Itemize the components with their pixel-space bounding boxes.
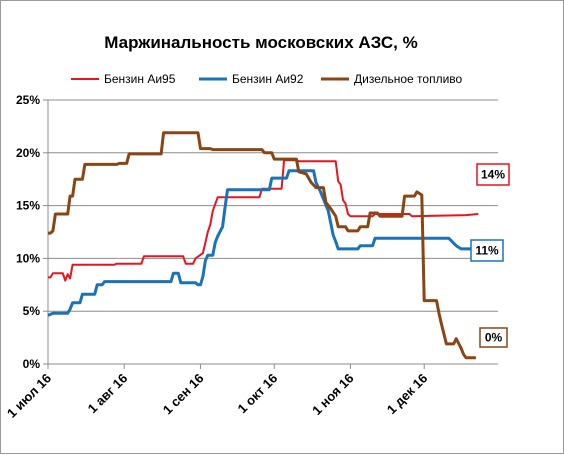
y-tick-label: 5% (23, 304, 41, 318)
y-tick-label: 25% (16, 93, 40, 107)
callout-diesel-label: 0% (485, 331, 503, 345)
y-tick-label: 15% (16, 199, 40, 213)
callout-diesel-box (479, 327, 508, 348)
y-tick-label: 20% (16, 146, 40, 160)
callout-ai95-label: 14% (481, 168, 505, 182)
axes (47, 100, 498, 365)
legend: Бензин Аи95 Бензин Аи92 Дизельное топлив… (71, 72, 463, 86)
callout-ai92-label: 11% (475, 244, 499, 258)
callouts: 14% 11% 0% (470, 163, 510, 348)
chart-title: Маржинальность московских АЗС, % (104, 33, 417, 52)
x-tick-label: 1 авг 16 (85, 371, 131, 417)
x-tick-label: 1 дек 16 (384, 371, 431, 418)
x-axis-ticks: 1 июл 16 1 авг 16 1 сен 16 1 окт 16 1 ноя 16… (4, 364, 430, 421)
callout-ai92-box (470, 239, 504, 262)
x-tick-label: 1 окт 16 (235, 371, 281, 417)
legend-label-ai95: Бензин Аи95 (104, 72, 176, 86)
legend-label-diesel: Дизельное топливо (354, 72, 463, 86)
series-line-diesel (48, 131, 476, 360)
callout-ai95-box (476, 163, 510, 186)
gridlines (48, 99, 498, 312)
y-axis-ticks: 0% 5% 10% 15% 20% 25% (16, 93, 48, 371)
legend-label-ai92: Бензин Аи92 (232, 72, 304, 86)
y-tick-label: 10% (16, 251, 40, 265)
x-tick-label: 1 сен 16 (160, 371, 207, 418)
x-tick-label: 1 июл 16 (4, 371, 54, 421)
y-tick-label: 0% (23, 357, 41, 371)
x-tick-label: 1 ноя 16 (309, 371, 356, 418)
series-lines (47, 131, 479, 360)
series-line-ai92 (47, 169, 479, 317)
series-line-ai95 (48, 159, 479, 282)
